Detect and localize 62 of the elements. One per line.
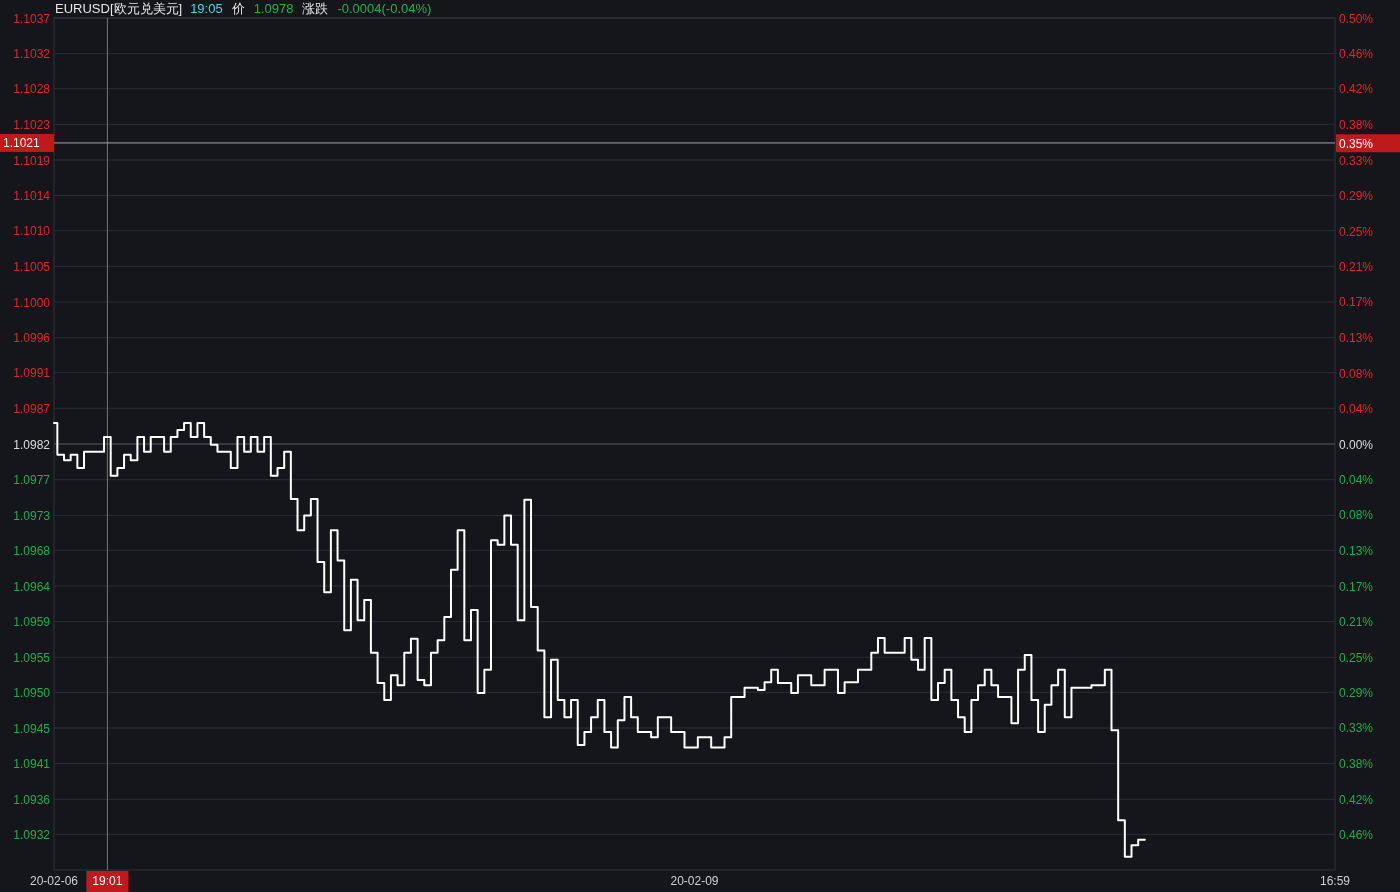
note: 涨跌: [302, 1, 329, 16]
y-tick-label: 1.0987: [13, 401, 50, 416]
y-tick-label: 1.0982: [13, 437, 50, 452]
y-tick-label: 1.0977: [13, 473, 50, 488]
y-tick-label: 1.0945: [13, 721, 50, 736]
y2-tick-label: 0.21%: [1339, 614, 1374, 629]
x-readout: 19:01: [86, 871, 129, 892]
y-tick-label: 1.0936: [13, 792, 50, 807]
y2-tick-label: 0.04%: [1339, 473, 1374, 488]
y-tick-label: 1.0968: [13, 543, 50, 558]
y2-tick-label: 0.08%: [1339, 366, 1374, 381]
y-tick-label: 1.0932: [13, 827, 50, 842]
x-tick-label: 19:01: [92, 874, 123, 888]
y2-tick-label: 0.38%: [1339, 757, 1374, 771]
y2-tick-label: 0.25%: [1339, 224, 1374, 239]
y2-tick-label: 0.29%: [1339, 686, 1374, 701]
y2-tick-label: 0.17%: [1339, 579, 1374, 594]
y-tick-label: 1.1010: [13, 224, 50, 239]
y-tick-label: 1.1032: [13, 47, 50, 62]
x-tick-label: 20-02-09: [670, 874, 719, 888]
y-tick-label: 1.1014: [13, 189, 50, 204]
y-tick-label: 1.0973: [13, 508, 50, 523]
y2-tick-label: 0.33%: [1339, 153, 1374, 168]
y-tick-label: 1.1019: [13, 153, 50, 168]
y2-tick-label: 0.21%: [1339, 260, 1374, 275]
y-tick-label: 1.0991: [13, 366, 50, 381]
note: 价: [231, 1, 245, 16]
y2-tick-label: 0.04%: [1339, 401, 1374, 416]
y2-tick-label: 0.35%: [1339, 136, 1374, 151]
y2-tick-label: 0.13%: [1339, 331, 1374, 345]
y-tick-label: 1.0964: [13, 579, 50, 594]
y-tick-label: 1.0950: [13, 685, 50, 700]
y2-tick-label: 0.46%: [1339, 827, 1374, 842]
y-tick-label: 1.0941: [13, 757, 50, 772]
note: -0.0004(-0.04%): [337, 1, 432, 16]
y2-tick-label: 0.42%: [1339, 792, 1374, 807]
x-tick-label: 20-02-06: [30, 874, 78, 888]
y2-tick-label: 0.38%: [1339, 118, 1374, 132]
note: 1.0978: [253, 1, 294, 16]
y2-tick-label: 0.46%: [1339, 47, 1374, 62]
y-tick-label: 1.1005: [13, 259, 50, 274]
y2-tick-label: 0.00%: [1339, 437, 1374, 452]
note: 19:05: [190, 1, 223, 16]
y-tick-label: 1.0996: [13, 331, 50, 346]
y2-tick-label: 0.17%: [1339, 295, 1374, 310]
y2-tick-label: 0.25%: [1339, 650, 1374, 665]
title: EURUSD[欧元兑美元]: [55, 1, 183, 16]
y-tick-label: 1.0955: [13, 650, 50, 665]
y2-tick-label: 0.42%: [1339, 82, 1374, 97]
ref-line-label: 1.1021: [3, 136, 41, 151]
y-tick-label: 1.1000: [13, 295, 50, 310]
y-tick-label: 1.0959: [13, 615, 50, 630]
x-tick-label: 16:59: [1320, 874, 1350, 888]
y2-readout: 0.35%: [1336, 134, 1400, 153]
y2-tick-label: 0.33%: [1339, 721, 1374, 736]
y-tick-label: 1.1028: [13, 82, 50, 97]
y2-tick-label: 0.08%: [1339, 508, 1374, 523]
y2-tick-label: 0.50%: [1339, 11, 1374, 26]
y2-tick-label: 0.29%: [1339, 188, 1374, 203]
y-tick-label: 1.1023: [13, 117, 50, 132]
y-tick-label: 1.1037: [13, 11, 50, 26]
y2-tick-label: 0.13%: [1339, 544, 1374, 558]
